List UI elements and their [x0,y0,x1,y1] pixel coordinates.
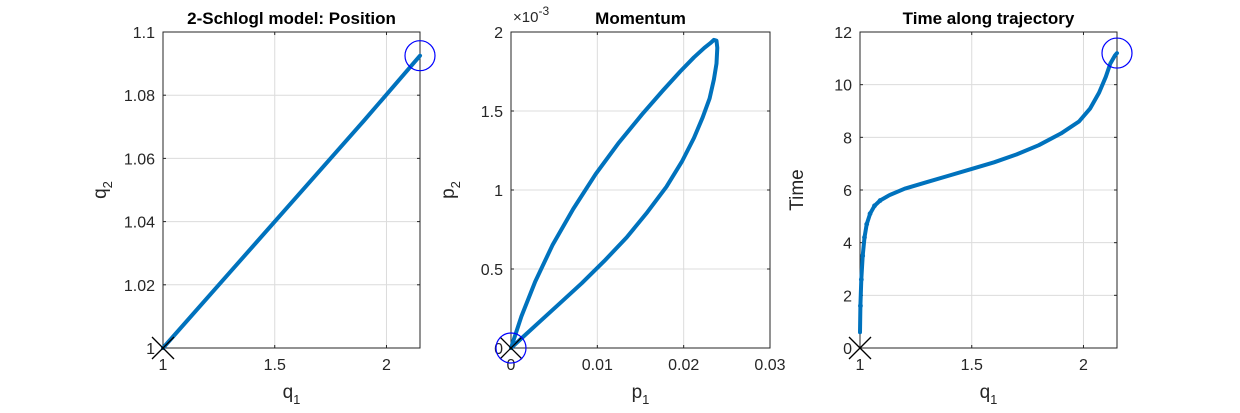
momentum-xlabel-sub: 1 [642,392,649,407]
momentum-xtick-label-2: 0.02 [668,357,699,374]
momentum-ytick-label-1: 0.5 [481,262,503,279]
time-ylabel-base: Time [787,169,808,211]
momentum-y-exponent: ×10-3 [513,4,549,26]
position-series-line-0 [161,53,422,350]
momentum-y-exponent-value: -3 [538,4,549,18]
time-end-marker [1101,37,1133,69]
position-axes-frame [162,31,421,349]
momentum-xtick-label-3: 0.03 [754,357,785,374]
time-ytick-label-4: 8 [843,130,852,147]
time-xtick-label-0: 1 [856,357,865,374]
position-ylabel-base: q [90,188,111,199]
time-series-point-4 [862,235,867,240]
time-ytick-label-5: 10 [834,78,852,95]
time-series-point-3 [860,253,866,259]
time-series-point-7 [872,203,877,209]
position-ytick-label-2: 1.04 [124,215,155,232]
time-series-point-5 [864,221,870,227]
position-ytick-label-4: 1.08 [124,88,155,105]
time-start-marker [848,336,872,360]
momentum-ytick-label-0: 0 [494,341,503,358]
momentum-ytick-label-2: 1 [494,183,503,200]
momentum-xlabel: p1 [632,382,650,407]
position-ytick-label-1: 1.02 [124,278,155,295]
position-panel: 1 1.5 2 1 1.02 1.04 1.06 1.08 1.1 2-Schlogl model… [90,9,436,407]
time-ytick-label-2: 4 [843,236,852,253]
momentum-end-marker [495,332,527,364]
momentum-ylabel: p2 [438,181,463,199]
time-xtick-label-2: 2 [1079,357,1088,374]
time-title: Time along trajectory [903,9,1075,28]
position-ylabel: q2 [90,181,115,199]
momentum-start-marker [499,336,523,360]
time-ytick-label-1: 2 [843,288,852,305]
momentum-ylabel-sub: 2 [448,181,463,188]
momentum-xtick-label-0: 0 [507,357,516,374]
position-end-marker [404,40,436,72]
time-xlabel-sub: 1 [990,392,997,407]
time-xlabel: q1 [980,382,998,407]
time-ytick-label-3: 6 [843,183,852,200]
momentum-series-line-0 [509,37,720,350]
position-xlabel-base: q [283,382,294,403]
time-series-point-2 [858,277,864,282]
position-xtick-label-0: 1 [159,357,168,374]
time-ylabel: Time [787,169,808,211]
time-xlabel-base: q [980,382,991,403]
position-start-marker [151,336,175,360]
position-ytick-label-5: 1.1 [133,25,155,42]
momentum-ylabel-base: p [438,188,459,199]
momentum-xlabel-base: p [632,382,643,403]
position-title: 2-Schlogl model: Position [187,9,396,28]
position-ytick-label-3: 1.06 [124,151,155,168]
momentum-ytick-label-3: 1.5 [481,104,503,121]
momentum-xtick-label-1: 0.01 [582,357,613,374]
time-series-point-1 [858,303,863,309]
position-xlabel: q1 [283,382,301,407]
time-ytick-label-0: 0 [843,341,852,358]
momentum-ytick-label-4: 2 [494,25,503,42]
position-xtick-label-1: 1.5 [264,357,286,374]
time-ytick-label-6: 12 [834,25,852,42]
time-xtick-label-1: 1.5 [961,357,983,374]
position-ytick-label-0: 1 [146,341,155,358]
momentum-title: Momentum [595,9,686,28]
position-xtick-label-2: 2 [382,357,391,374]
position-axes-background [163,32,420,348]
time-series-point-8 [877,198,883,203]
position-xlabel-sub: 1 [293,392,300,407]
time-series-point-6 [867,211,873,217]
position-ylabel-sub: 2 [100,181,115,188]
